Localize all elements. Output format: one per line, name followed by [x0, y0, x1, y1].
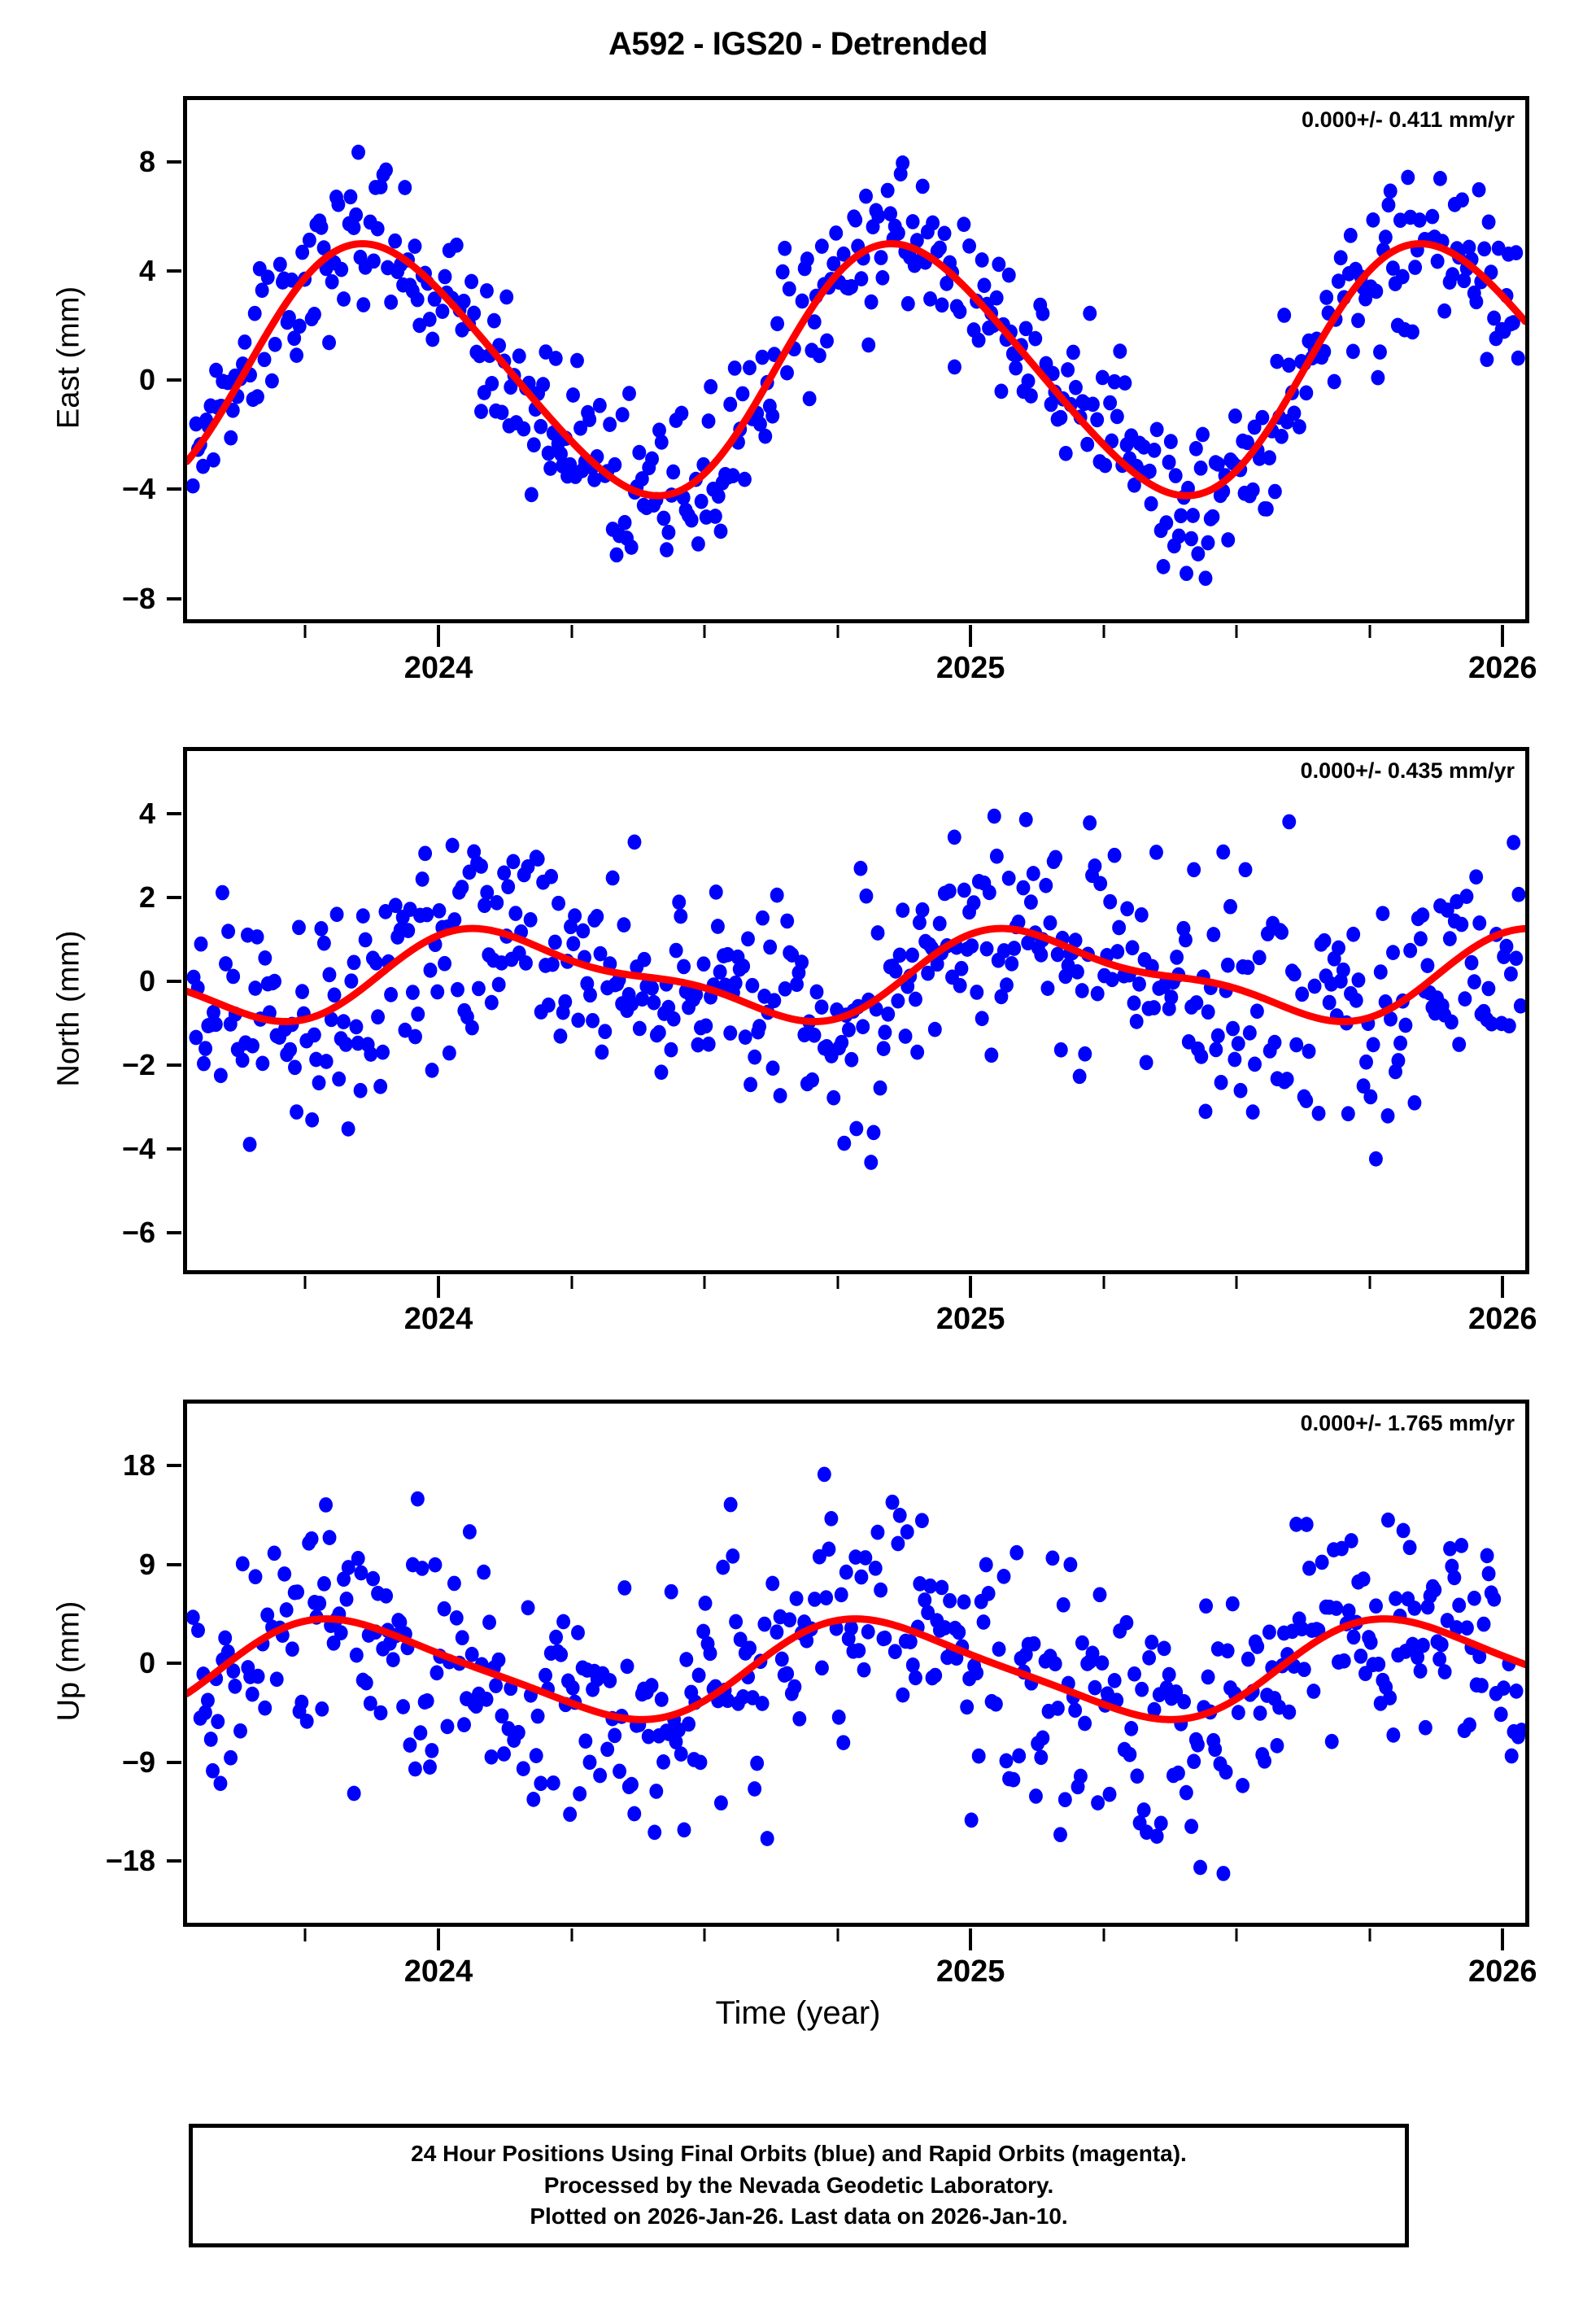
xtick-label: 2024 — [403, 1302, 473, 1336]
ytick-mark — [167, 269, 181, 273]
ytick-label: −4 — [121, 472, 155, 506]
xtick-mark-minor — [1368, 625, 1371, 638]
xtick-mark-major — [436, 1276, 440, 1298]
ytick-label: 2 — [138, 880, 155, 915]
ytick-mark — [167, 1464, 181, 1467]
xtick-mark-minor — [703, 625, 706, 638]
panel-up-plot-area — [187, 1466, 1525, 1881]
xtick-mark-minor — [303, 1276, 307, 1289]
ytick-mark — [167, 1562, 181, 1566]
xtick-mark-minor — [836, 625, 839, 638]
xtick-mark-minor — [1235, 625, 1238, 638]
ytick-mark — [167, 596, 181, 601]
xtick-label: 2024 — [403, 1954, 473, 1989]
ytick-label: −18 — [105, 1844, 155, 1877]
ytick-mark — [167, 896, 181, 900]
ytick-mark — [167, 1230, 181, 1234]
xtick-mark-major — [969, 625, 973, 647]
ytick-mark — [167, 812, 181, 816]
xtick-mark-minor — [1235, 1928, 1238, 1941]
xtick-mark-minor — [1102, 1276, 1105, 1289]
xtick-mark-minor — [1368, 1928, 1371, 1941]
ytick-label: −4 — [121, 1131, 155, 1165]
xtick-mark-major — [1501, 1928, 1505, 1950]
ytick-label: 18 — [122, 1448, 155, 1482]
panel-up-rate-annotation: 0.000+/- 1.765 mm/yr — [1300, 1411, 1515, 1435]
ytick-label: 9 — [138, 1547, 155, 1581]
xtick-mark-major — [1501, 1276, 1505, 1298]
panel-east: 0.000+/- 0.411 mm/yr — [183, 96, 1529, 623]
panel-up-frame — [183, 1400, 1529, 1927]
ytick-label: −9 — [121, 1745, 155, 1779]
caption-line-2: Processed by the Nevada Geodetic Laborat… — [543, 2172, 1054, 2198]
ytick-label: 0 — [138, 964, 155, 998]
xtick-mark-minor — [836, 1928, 839, 1941]
xtick-label: 2025 — [935, 1954, 1005, 1989]
ytick-label: 4 — [138, 253, 155, 287]
xtick-label: 2024 — [403, 651, 473, 685]
yaxis-title-up: Up (mm) — [51, 1601, 86, 1722]
panel-east-rate-annotation: 0.000+/- 0.411 mm/yr — [1302, 107, 1515, 132]
xtick-label: 2026 — [1468, 1302, 1537, 1336]
xtick-mark-minor — [570, 1276, 573, 1289]
ytick-mark — [167, 1063, 181, 1067]
ytick-label: −6 — [121, 1215, 155, 1249]
caption-line-3: Plotted on 2026-Jan-26. Last data on 202… — [530, 2203, 1068, 2230]
ytick-mark — [167, 980, 181, 983]
panel-east-plot-area — [187, 144, 1525, 587]
xtick-mark-minor — [570, 625, 573, 638]
ytick-mark — [167, 378, 181, 382]
ytick-mark — [167, 1662, 181, 1665]
ytick-label: 0 — [138, 1646, 155, 1679]
xtick-mark-minor — [1102, 625, 1105, 638]
xaxis-title: Time (year) — [715, 1995, 881, 2031]
xtick-mark-minor — [1102, 1928, 1105, 1941]
yaxis-title-north: North (mm) — [51, 930, 86, 1087]
xtick-mark-major — [436, 625, 440, 647]
xtick-label: 2026 — [1468, 1954, 1537, 1989]
xtick-mark-major — [436, 1928, 440, 1950]
ytick-label: −8 — [121, 581, 155, 615]
xtick-mark-minor — [303, 1928, 307, 1941]
xtick-mark-minor — [703, 1928, 706, 1941]
xtick-label: 2025 — [935, 651, 1005, 685]
ytick-label: 4 — [138, 797, 155, 831]
xtick-mark-minor — [1368, 1276, 1371, 1289]
ytick-label: 0 — [138, 363, 155, 397]
xtick-mark-minor — [836, 1276, 839, 1289]
panel-north: 0.000+/- 0.435 mm/yr — [183, 747, 1529, 1274]
xtick-mark-minor — [570, 1928, 573, 1941]
xtick-mark-minor — [1235, 1276, 1238, 1289]
caption-box: 24 Hour Positions Using Final Orbits (bl… — [189, 2124, 1409, 2247]
xtick-mark-major — [1501, 625, 1505, 647]
panel-north-frame — [183, 747, 1529, 1274]
ytick-mark — [167, 1760, 181, 1764]
ytick-mark — [167, 1146, 181, 1151]
ytick-mark — [167, 487, 181, 491]
yaxis-title-east: East (mm) — [51, 286, 86, 430]
panel-east-frame — [183, 96, 1529, 623]
page-title: A592 - IGS20 - Detrended — [608, 26, 988, 62]
xtick-mark-minor — [703, 1276, 706, 1289]
xtick-label: 2025 — [935, 1302, 1005, 1336]
xtick-mark-major — [969, 1928, 973, 1950]
ytick-mark — [167, 1859, 181, 1863]
panel-up: 0.000+/- 1.765 mm/yr — [183, 1400, 1529, 1927]
ytick-label: 8 — [138, 144, 155, 178]
panel-north-rate-annotation: 0.000+/- 0.435 mm/yr — [1300, 758, 1515, 783]
caption-line-1: 24 Hour Positions Using Final Orbits (bl… — [411, 2141, 1187, 2167]
ytick-mark — [167, 159, 181, 164]
ytick-label: −2 — [121, 1047, 155, 1081]
xtick-mark-major — [969, 1276, 973, 1298]
panel-north-plot-area — [187, 808, 1525, 1170]
xtick-mark-minor — [303, 625, 307, 638]
xtick-label: 2026 — [1468, 651, 1537, 685]
